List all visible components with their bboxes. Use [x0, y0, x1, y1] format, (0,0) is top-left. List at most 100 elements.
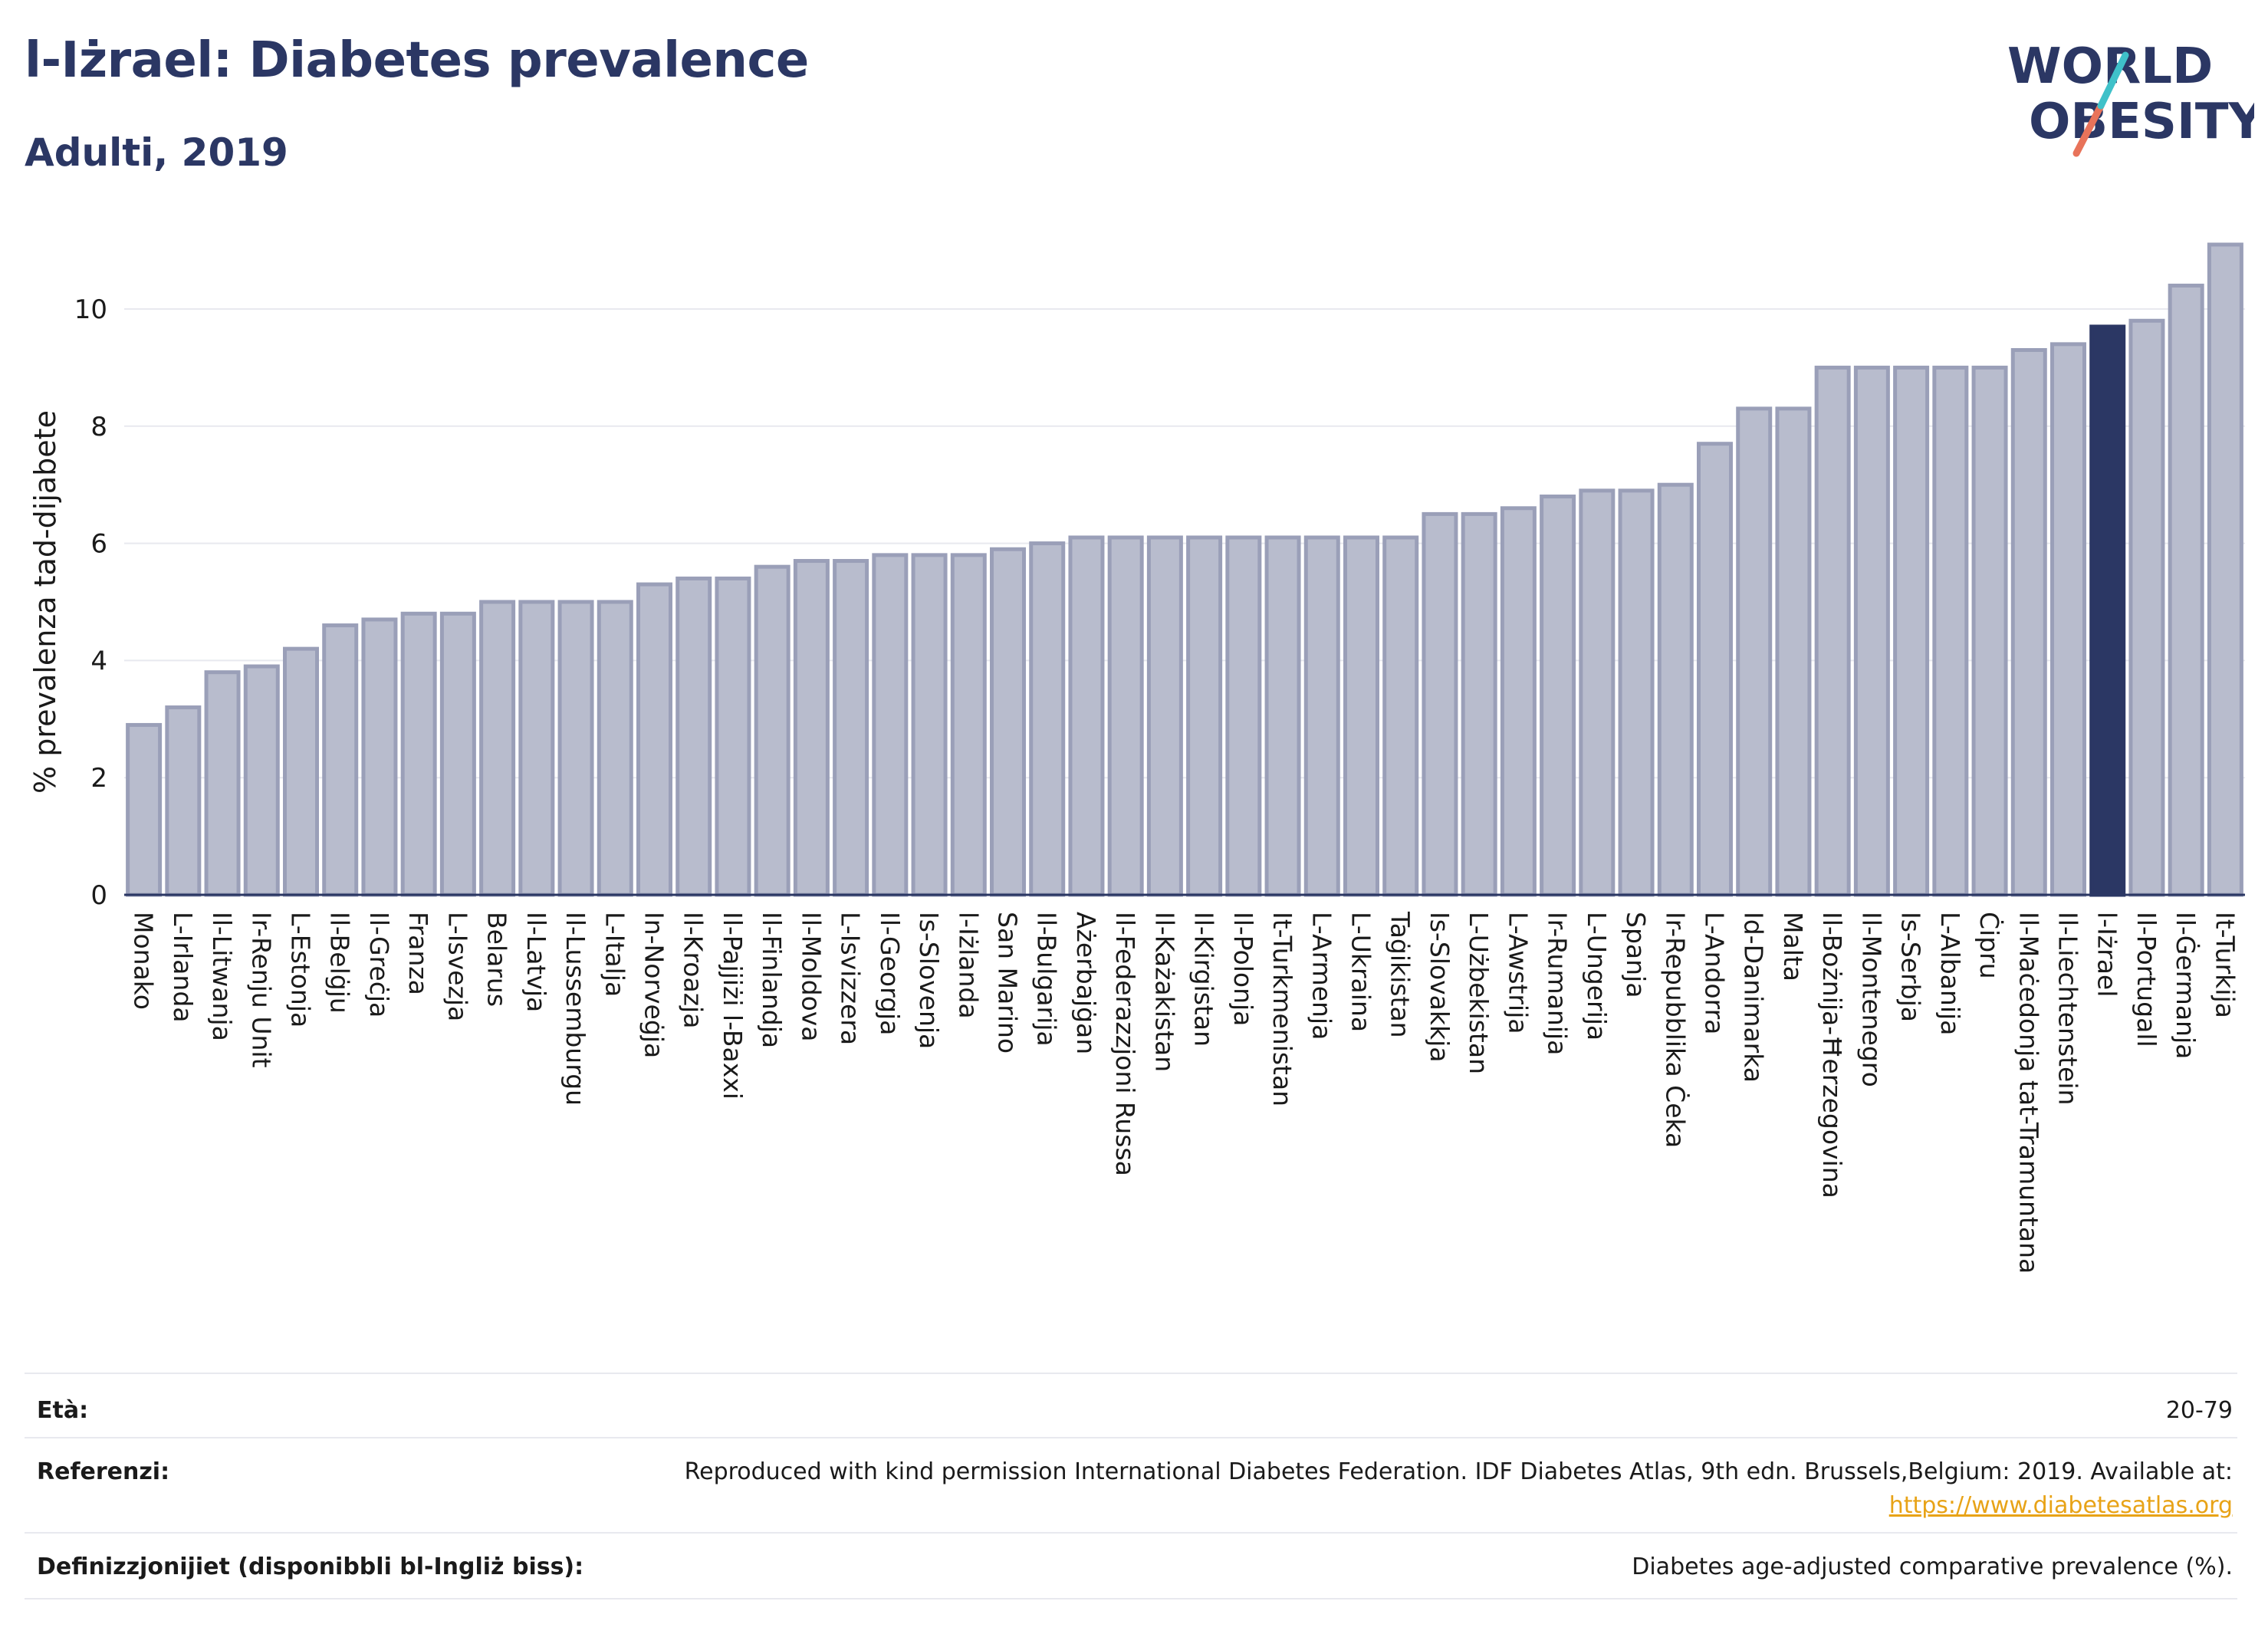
page-subtitle: Adulti, 2019	[25, 130, 288, 175]
bar	[1736, 406, 1773, 897]
bar	[557, 600, 594, 897]
x-tick-label: Ażerbajġan	[1071, 912, 1101, 1054]
x-tick-label: Il-Kroazja	[679, 912, 708, 1028]
x-tick-label: L-Isvizzera	[836, 912, 866, 1045]
x-tick-label: L-Użbekistan	[1464, 912, 1494, 1074]
x-tick-label: San Marino	[993, 912, 1023, 1054]
bar	[989, 547, 1027, 897]
x-tick-label: In-Norveġja	[639, 912, 669, 1058]
bar	[2049, 342, 2087, 897]
bar	[1814, 365, 1851, 897]
logo-word-2: OBESITY	[2029, 94, 2254, 150]
bar	[282, 646, 320, 897]
bar	[1932, 365, 1969, 897]
x-tick-label: Spanja	[1621, 912, 1651, 998]
x-tick-label: Il-Litwanja	[207, 912, 237, 1041]
bar	[1107, 535, 1144, 897]
footer-age-label: Età:	[37, 1397, 89, 1424]
bar	[636, 582, 673, 897]
bar	[1500, 506, 1537, 897]
bar	[597, 600, 633, 897]
x-tick-label: Il-Maċedonja tat-Tramuntana	[2013, 912, 2043, 1274]
bar	[950, 553, 987, 897]
y-tick-label: 0	[90, 880, 107, 911]
bar	[2168, 283, 2204, 897]
bar	[1461, 511, 1497, 897]
logo-slash-upper	[2097, 51, 2129, 110]
x-tick-label: Il-Belġju	[325, 912, 355, 1014]
x-tick-label: Malta	[1778, 912, 1808, 981]
bar	[1618, 488, 1655, 897]
x-tick-label: Il-Greċja	[364, 912, 394, 1018]
footer-age-value: 20-79	[2165, 1397, 2233, 1424]
x-tick-label: Ċipru	[1974, 912, 2005, 979]
bar	[715, 576, 751, 897]
footer-row-definitions: Definizzjonijiet (disponibbli bl-Ingliż …	[25, 1532, 2237, 1599]
x-tick-label: L-Ungerija	[1582, 912, 1612, 1041]
logo-slash-lower	[2072, 102, 2105, 157]
bar	[1225, 535, 1262, 897]
x-tick-label: Ir-Rumanija	[1543, 912, 1573, 1055]
x-tick-label: Il-Pajjiżi l-Baxxi	[718, 912, 748, 1100]
bar	[1775, 406, 1812, 897]
x-tick-label: Il-Ġermanja	[2171, 912, 2201, 1059]
page-title: l-Iżrael: Diabetes prevalence	[25, 32, 809, 89]
footer-reference-label: Referenzi:	[37, 1458, 170, 1485]
bar	[1579, 488, 1616, 897]
bar	[911, 553, 948, 897]
x-tick-label: Ir-Renju Unit	[246, 912, 276, 1068]
x-tick-label: Il-Montenegro	[1856, 912, 1886, 1087]
bar	[1540, 494, 1576, 897]
x-tick-label: L-Estonja	[286, 912, 316, 1027]
x-tick-label: L-Albanija	[1935, 912, 1965, 1035]
bar	[1264, 535, 1301, 897]
bar	[1029, 541, 1066, 897]
x-tick-label: Ir-Repubblika Ċeka	[1660, 912, 1691, 1148]
x-tick-label: L-Irlanda	[168, 912, 198, 1023]
y-tick-label: 6	[90, 529, 107, 560]
bar	[833, 559, 869, 897]
bar	[1853, 365, 1890, 897]
bar	[2128, 318, 2165, 897]
bar	[1303, 535, 1340, 897]
bar	[361, 617, 398, 897]
bar	[1893, 365, 1930, 897]
x-tick-label: Il-Bulgarija	[1032, 912, 1062, 1047]
bar	[754, 564, 791, 897]
bar	[793, 559, 830, 897]
x-tick-label: It-Turkija	[2210, 912, 2240, 1018]
footer-reference-text: Reproduced with kind permission Internat…	[684, 1458, 2233, 1485]
bar	[1343, 535, 1380, 897]
bar	[400, 611, 437, 897]
bar	[1657, 482, 1694, 897]
bar	[322, 623, 359, 897]
bar	[165, 705, 202, 897]
x-tick-label: Monako	[129, 912, 159, 1010]
x-tick-label: L-Isvezja	[442, 912, 472, 1021]
bar	[2207, 242, 2243, 897]
bar	[1382, 535, 1419, 897]
bar	[675, 576, 712, 897]
footer-definitions-label: Definizzjonijiet (disponibbli bl-Ingliż …	[37, 1553, 584, 1580]
x-tick-label: Il-Georgja	[875, 912, 905, 1035]
footer-row-age: Età: 20-79	[25, 1373, 2237, 1438]
x-tick-label: It-Turkmenistan	[1267, 912, 1297, 1106]
bar	[1422, 511, 1458, 897]
footer-reference-link[interactable]: https://www.diabetesatlas.org	[1888, 1492, 2233, 1519]
x-tick-label: Is-Serbja	[1896, 912, 1926, 1022]
x-tick-label: Il-Finlandja	[757, 912, 787, 1048]
x-tick-label: l-Iżrael	[2092, 912, 2122, 997]
bar	[1186, 535, 1223, 897]
x-tick-label: Il-Moldova	[796, 912, 826, 1042]
x-tick-label: Il-Każakistan	[1149, 912, 1179, 1072]
bar	[204, 670, 241, 897]
x-tick-label: Il-Lussemburgu	[560, 912, 590, 1106]
bar	[243, 664, 280, 897]
y-tick-label: 10	[74, 294, 107, 325]
x-tick-label: Il-Kirgistan	[1189, 912, 1219, 1047]
bar	[1068, 535, 1105, 897]
x-tick-label: Belarus	[482, 912, 512, 1007]
x-tick-label: Franza	[403, 912, 433, 995]
bar	[439, 611, 476, 897]
x-tick-label: Il-Portugall	[2132, 912, 2161, 1047]
